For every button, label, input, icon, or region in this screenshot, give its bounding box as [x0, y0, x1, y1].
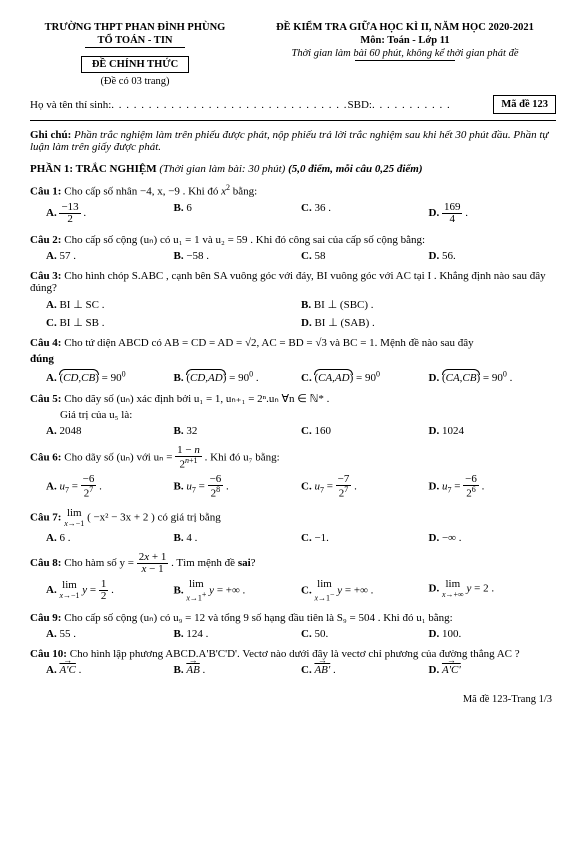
question-6: Câu 6: Cho dãy số (uₙ) với uₙ = 1 − n2n+…: [30, 445, 556, 500]
q7-label: Câu 7:: [30, 512, 61, 524]
question-3: Câu 3: Cho hình chóp S.ABC , cạnh bên SA…: [30, 270, 556, 329]
ghi-chu: Ghi chú: Phần trắc nghiệm làm trên phiếu…: [30, 129, 556, 153]
header-left: TRƯỜNG THPT PHAN ĐÌNH PHÙNG TỔ TOÁN - TI…: [30, 22, 240, 87]
q9-label: Câu 9:: [30, 612, 61, 624]
page-footer: Mã đề 123-Trang 1/3: [30, 694, 556, 705]
q9-options: A. 55 . B. 124 . C. 50. D. 100.: [46, 628, 556, 640]
q4-stem: Cho tứ diện ABCD có AB = CD = AD = √2, A…: [64, 337, 473, 349]
header-right: ĐỀ KIỂM TRA GIỮA HỌC KÌ II, NĂM HỌC 2020…: [254, 22, 556, 87]
sbd-label: SBD:: [348, 99, 372, 111]
q5-label: Câu 5:: [30, 393, 61, 405]
q2-options: A. 57 . B. −58 . C. 58 D. 56.: [46, 250, 556, 262]
exam-page: TRƯỜNG THPT PHAN ĐÌNH PHÙNG TỔ TOÁN - TI…: [0, 0, 586, 715]
school-name: TRƯỜNG THPT PHAN ĐÌNH PHÙNG: [30, 22, 240, 33]
q8-options: A. limx→−1 y = 12 . B. limx→1+ y = +∞ . …: [46, 579, 556, 603]
q7-options: A. 6 . B. 4 . C. −1. D. −∞ .: [46, 532, 556, 544]
ghi-chu-text: Phần trắc nghiệm làm trên phiếu được phá…: [30, 129, 548, 153]
q9-stem: Cho cấp số cộng (uₙ) có u₉ = 12 và tổng …: [64, 612, 453, 624]
section-1-pts: (5,0 điểm, mỗi câu 0,25 điểm): [288, 163, 422, 175]
dept-name: TỔ TOÁN - TIN: [30, 35, 240, 46]
q10-options: A. A'C . B. AB . C. AB' . D. A'C': [46, 664, 556, 676]
q1-stem-b: bằng:: [230, 186, 257, 198]
sbd-dots: . . . . . . . . . . .: [372, 99, 451, 111]
q6-options: A. u7 = −627 . B. u7 = −628 . C. u7 = −7…: [46, 474, 556, 500]
question-4: Câu 4: Cho tứ diện ABCD có AB = CD = AD …: [30, 337, 556, 384]
name-label: Họ và tên thí sinh:: [30, 99, 111, 111]
q5-stem: Cho dãy số (uₙ) xác định bởi u₁ = 1, uₙ₊…: [64, 393, 329, 405]
q2-label: Câu 2:: [30, 234, 61, 246]
q3-label: Câu 3:: [30, 270, 61, 282]
q1-options: A. −132 . B. 6 C. 36 . D. 1694 .: [46, 202, 556, 225]
question-1: Câu 1: Cho cấp số nhân −4, x, −9 . Khi đ…: [30, 183, 556, 225]
section-1: PHẦN 1: TRẮC NGHIỆM (Thời gian làm bài: …: [30, 163, 556, 175]
header-rule-2: [355, 60, 455, 61]
q8-label: Câu 8:: [30, 557, 61, 569]
time-note: Thời gian làm bài 60 phút, không kể thời…: [254, 48, 556, 59]
q6-label: Câu 6:: [30, 451, 61, 463]
exam-code: Mã đề 123: [493, 95, 556, 114]
name-row: Họ và tên thí sinh: . . . . . . . . . . …: [30, 95, 556, 114]
ghi-chu-label: Ghi chú:: [30, 129, 71, 141]
q2-stem: Cho cấp số cộng (uₙ) có u₁ = 1 và u₂ = 5…: [64, 234, 425, 246]
q5-gt: Giá trị của u₅ là:: [60, 409, 556, 421]
section-1-label: PHẦN 1: TRẮC NGHIỆM: [30, 163, 157, 175]
q8-stem-a: Cho hàm số y =: [64, 557, 137, 569]
pages-note: (Đề có 03 trang): [30, 76, 240, 87]
question-5: Câu 5: Cho dãy số (uₙ) xác định bởi u₁ =…: [30, 392, 556, 437]
q8-stem-b: . Tìm mệnh đề: [168, 557, 237, 569]
q4-label: Câu 4:: [30, 337, 61, 349]
question-7: Câu 7: limx→−1 ( −x² − 3x + 2 ) có giá t…: [30, 508, 556, 544]
q1-stem-a: Cho cấp số nhân −4, x, −9 . Khi đó: [64, 186, 221, 198]
header: TRƯỜNG THPT PHAN ĐÌNH PHÙNG TỔ TOÁN - TI…: [30, 22, 556, 87]
section-1-note: (Thời gian làm bài: 30 phút): [159, 163, 285, 175]
q3-options: A. BI ⊥ SC . B. BI ⊥ (SBC) . C. BI ⊥ SB …: [46, 298, 556, 329]
q1-label: Câu 1:: [30, 186, 61, 198]
exam-title: ĐỀ KIỂM TRA GIỮA HỌC KÌ II, NĂM HỌC 2020…: [254, 22, 556, 33]
question-10: Câu 10: Cho hình lập phương ABCD.A'B'C'D…: [30, 648, 556, 676]
question-8: Câu 8: Cho hàm số y = 2x + 1x − 1 . Tìm …: [30, 552, 556, 603]
q6-stem-a: Cho dãy số (uₙ) với uₙ =: [64, 451, 175, 463]
official-box: ĐỀ CHÍNH THỨC: [81, 56, 189, 73]
q6-stem-b: . Khi đó u₇ bằng:: [202, 451, 280, 463]
q3-stem: Cho hình chóp S.ABC , cạnh bên SA vuông …: [30, 270, 546, 294]
question-9: Câu 9: Cho cấp số cộng (uₙ) có u₉ = 12 v…: [30, 611, 556, 640]
subject: Môn: Toán - Lớp 11: [254, 35, 556, 46]
question-2: Câu 2: Cho cấp số cộng (uₙ) có u₁ = 1 và…: [30, 233, 556, 262]
divider: [30, 120, 556, 121]
q4-options: A. (CD,CB) = 900 B. (CD,AD) = 900 . C. (…: [46, 369, 556, 384]
header-rule: [85, 47, 185, 48]
q5-options: A. 2048 B. 32 C. 160 D. 1024: [46, 425, 556, 437]
q7-stem: ( −x² − 3x + 2 ) có giá trị bằng: [87, 512, 221, 524]
name-dots: . . . . . . . . . . . . . . . . . . . . …: [111, 99, 347, 111]
